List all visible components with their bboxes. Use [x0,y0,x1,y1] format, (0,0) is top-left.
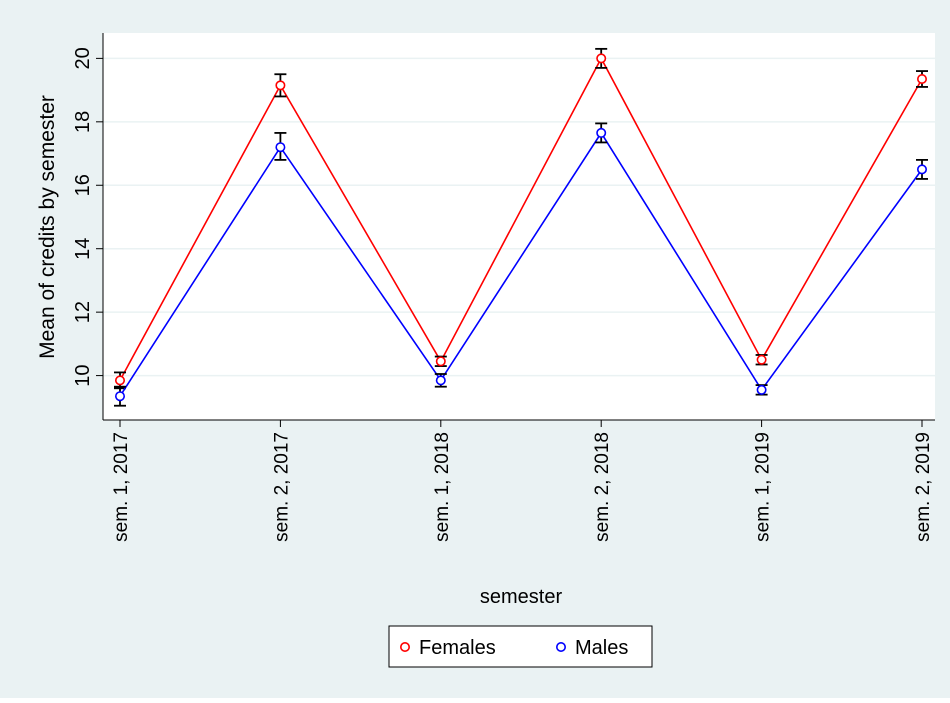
data-point [756,384,767,395]
data-point [916,164,927,175]
axis-labels: Mean of credits by semester semester [36,95,562,608]
legend-label: Males [575,637,628,659]
series-layer [114,47,928,407]
x-tick-label: sem. 1, 2017 [111,432,132,542]
y-tick-label: 10 [72,364,94,386]
legend-box [388,625,653,668]
series-line [119,56,923,381]
y-tick-label: 14 [72,238,94,260]
data-point [916,73,927,84]
plot-area [103,33,935,420]
legend: Females Males [388,625,653,668]
y-axis-label: Mean of credits by semester [36,95,59,359]
gridlines [103,57,935,377]
y-tick-label: 18 [72,111,94,133]
series-line [119,131,923,397]
data-point [275,80,286,91]
legend-label: Females [419,637,496,659]
legend-marker [399,641,410,652]
data-point [596,127,607,138]
data-point [115,391,126,402]
data-point [435,356,446,367]
data-point [756,354,767,365]
x-tick-label: sem. 2, 2017 [271,432,292,542]
legend-marker [555,641,566,652]
y-tick-label: 16 [72,174,94,196]
y-tick-label: 12 [72,301,94,323]
x-tick-label: sem. 2, 2018 [592,432,613,542]
axes: 10 12 14 16 18 20 sem. 1, 2017 sem. 2, 2017 sem.… [72,33,935,542]
x-tick-label: sem. 1, 2019 [753,432,774,542]
x-axis-label: semester [480,586,563,608]
y-tick-label: 20 [72,47,94,69]
data-point [435,375,446,386]
x-tick-label: sem. 2, 2019 [913,432,934,542]
data-point [596,53,607,64]
data-point [115,375,126,386]
data-point [275,142,286,153]
x-tick-label: sem. 1, 2018 [432,432,453,542]
